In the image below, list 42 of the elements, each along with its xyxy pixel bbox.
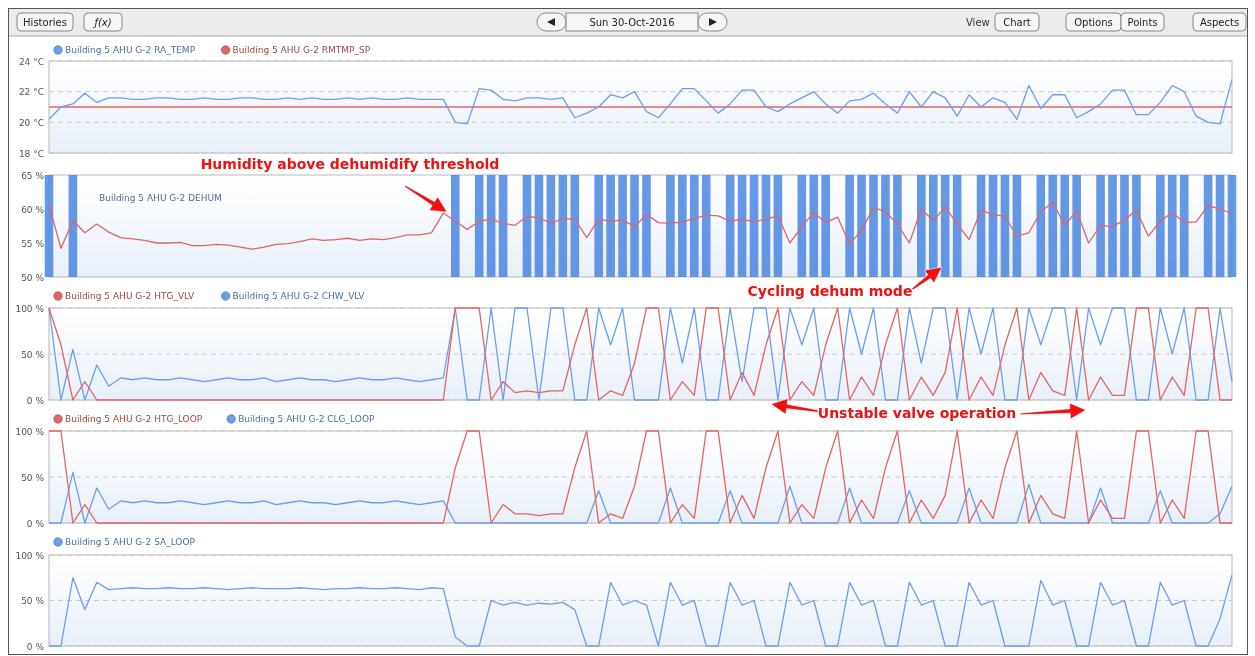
text: Sun 30-Oct-2016 xyxy=(589,17,675,28)
y-tick-label: 24 °C xyxy=(18,56,44,67)
legend-label: Building 5 AHU G-2 RMTMP_SP xyxy=(232,45,371,55)
y-tick-label: 18 °C xyxy=(18,148,44,159)
legend-label: Building 5 AHU G-2 CLG_LOOP xyxy=(238,414,375,424)
text: Chart xyxy=(1003,17,1031,28)
text: View xyxy=(966,17,990,28)
y-tick-label: 50 % xyxy=(21,349,45,360)
legend-label: Building 5 AHU G-2 CHW_VLV xyxy=(232,291,366,301)
y-tick-label: 22 °C xyxy=(18,87,44,98)
y-tick-label: 100 % xyxy=(15,550,45,561)
y-tick-label: 50 % xyxy=(21,472,45,483)
text: Unstable valve operation xyxy=(817,405,1017,421)
y-tick-label: 0 % xyxy=(26,395,45,406)
y-tick-label: 50 % xyxy=(21,596,45,606)
legend-label: Building 5 AHU G-2 RA_TEMP xyxy=(65,45,196,55)
line-series xyxy=(48,574,1233,647)
text: Building 5 AHU G-2 DEHUM xyxy=(99,193,222,203)
y-tick-label: 60 % xyxy=(21,204,45,215)
text: Points xyxy=(1127,17,1158,28)
y-tick-label: 20 °C xyxy=(18,117,44,128)
text: Aspects xyxy=(1199,17,1240,28)
y-tick-label: 55 % xyxy=(21,238,45,249)
line-series xyxy=(48,201,1233,250)
text: Options xyxy=(1074,17,1113,28)
y-tick-label: 100 % xyxy=(15,426,45,437)
y-tick-label: 0 % xyxy=(26,518,45,529)
text: Histories xyxy=(23,17,67,28)
text: ƒ(x) xyxy=(92,17,112,28)
text: Humidity above dehumidify threshold xyxy=(200,156,500,172)
y-tick-label: 0 % xyxy=(26,641,45,652)
line-series xyxy=(48,307,1233,401)
line-series xyxy=(48,78,1233,125)
line-series xyxy=(48,471,1233,524)
legend-label: Building 5 AHU G-2 HTG_LOOP xyxy=(65,414,203,424)
legend-label: Building 5 AHU G-2 HTG_VLV xyxy=(65,291,196,301)
text: Cycling dehum mode xyxy=(747,283,913,299)
y-tick-label: 65 % xyxy=(21,170,45,181)
line-series xyxy=(48,430,1233,524)
legend-label: Building 5 AHU G-2 SA_LOOP xyxy=(65,537,196,547)
y-tick-label: 50 % xyxy=(21,272,45,283)
y-tick-label: 100 % xyxy=(15,303,45,314)
